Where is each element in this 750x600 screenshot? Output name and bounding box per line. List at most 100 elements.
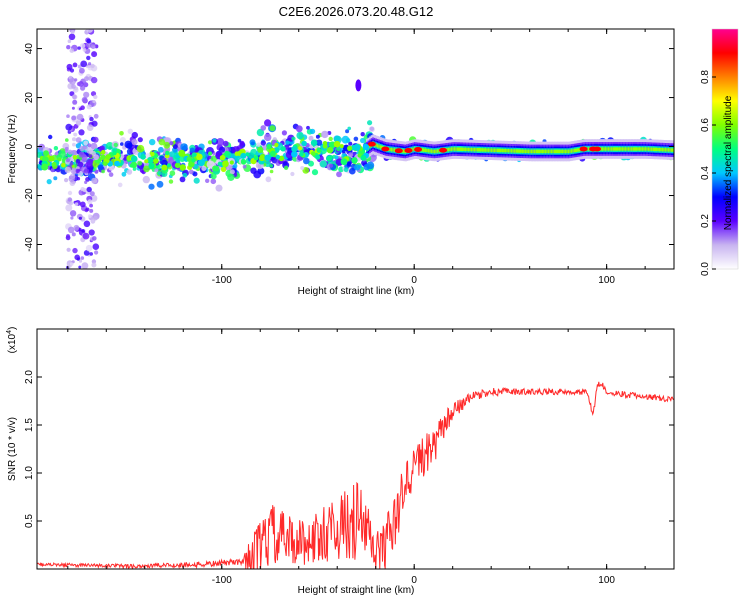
- x-tick-label: 0: [411, 575, 417, 586]
- spectrogram-cell: [376, 144, 380, 148]
- spectrogram-cell: [216, 138, 225, 146]
- spectrogram-cell: [349, 167, 356, 175]
- spectrogram-cell: [291, 151, 298, 158]
- spectrogram-cell: [86, 29, 94, 33]
- spectrogram-cell: [81, 96, 88, 103]
- spectrogram-cell: [621, 147, 624, 151]
- spectrogram-cell: [663, 148, 666, 152]
- spectrogram-cell: [67, 226, 75, 234]
- spectrogram-cell: [169, 141, 174, 146]
- spectrogram-cell: [227, 173, 235, 181]
- spectrogram-cell: [120, 142, 124, 146]
- spectrogram-cell: [83, 140, 89, 146]
- spectrogram-cell: [72, 94, 78, 100]
- spectrogram-cell: [649, 147, 652, 151]
- spectrogram-cell: [91, 76, 98, 84]
- spectrogram-cell: [205, 178, 210, 183]
- spectrogram-cell: [461, 147, 464, 151]
- spectrogram-cell: [301, 140, 307, 147]
- spectrogram-cell: [87, 199, 93, 205]
- spectrogram-cell: [163, 141, 171, 149]
- spectrogram-xlabel: Height of straight line (km): [298, 286, 415, 297]
- spectrogram-cell: [353, 136, 359, 142]
- spectrogram-cell: [189, 147, 196, 154]
- spectrogram-ylabel: Frequency (Hz): [7, 115, 18, 184]
- spectrogram-cell: [269, 169, 274, 174]
- spectrogram-cell: [57, 157, 62, 162]
- spectrogram-cell: [69, 48, 75, 53]
- spectrogram-cell: [71, 232, 76, 237]
- colorbar-tick-label: 0.8: [700, 70, 711, 84]
- spectrogram-cell: [601, 147, 604, 151]
- spectrogram-cell: [429, 149, 432, 153]
- spectrogram-cell: [610, 147, 614, 151]
- spectrogram-cell: [577, 148, 580, 152]
- spectrogram-cell: [215, 184, 223, 192]
- spectrogram-cell: [234, 151, 240, 156]
- spectrogram-cell: [87, 214, 92, 219]
- spectrogram-cell: [607, 147, 610, 151]
- spectrogram-cell: [481, 148, 484, 152]
- spectrogram-cell: [535, 149, 538, 154]
- spectrogram-cell: [83, 250, 90, 256]
- spectrogram-cell: [53, 146, 59, 151]
- spectrogram-cell: [669, 148, 672, 152]
- spectrogram-cell: [614, 147, 617, 151]
- spectrogram-cell: [43, 150, 49, 157]
- spectrogram-cell: [390, 148, 393, 152]
- x-tick-label: 100: [598, 575, 615, 586]
- spectrogram-cell: [426, 148, 429, 153]
- spectrogram-cell: [557, 149, 560, 154]
- spectrogram-cell: [94, 250, 99, 255]
- spectrogram-cell: [66, 63, 73, 70]
- spectrogram-cell: [86, 124, 94, 131]
- spectrogram-cell: [250, 167, 257, 174]
- spectrogram-cell: [503, 148, 506, 153]
- spectrogram-cell: [343, 167, 349, 173]
- spectrogram-cell: [530, 149, 533, 154]
- spectrogram-cell: [65, 123, 73, 131]
- spectrogram-cell: [66, 114, 70, 118]
- y-tick-label: -20: [24, 188, 35, 203]
- spectrogram-cell: [256, 142, 261, 147]
- spectrogram-cell: [550, 149, 553, 154]
- spectrogram-cell: [179, 164, 186, 171]
- spectrogram-cell: [212, 138, 217, 143]
- spectrogram-cell: [638, 147, 641, 151]
- spectrogram-cell: [67, 190, 73, 196]
- spectrogram-cell: [521, 149, 524, 153]
- spectrogram-cell: [74, 254, 80, 261]
- spectrogram-cell: [641, 147, 644, 151]
- spectrogram-cell: [512, 149, 515, 153]
- spectrogram-cell: [146, 156, 154, 164]
- spectrogram-cell: [79, 67, 85, 74]
- spectrogram-cell: [533, 149, 537, 154]
- spectrogram-cell: [64, 178, 69, 183]
- spectrogram-cell: [527, 149, 530, 154]
- spectrogram-cell: [492, 148, 495, 152]
- spectrogram-cell: [149, 138, 156, 146]
- spectrogram-cell: [375, 143, 378, 147]
- spectrogram-cell: [579, 146, 588, 152]
- spectrogram-cell: [322, 141, 328, 146]
- spectrogram-cell: [436, 149, 440, 153]
- spectrogram-cell: [341, 149, 346, 154]
- spectrogram-cell: [79, 201, 86, 208]
- spectrogram-cell: [90, 142, 98, 150]
- spectrogram-cell: [260, 140, 266, 146]
- spectrogram-cell: [68, 33, 76, 41]
- spectrogram-cell: [475, 148, 478, 152]
- spectrogram-cell: [70, 216, 74, 220]
- spectrogram-cell: [360, 155, 367, 161]
- spectrogram-cell: [90, 63, 95, 68]
- spectrogram-cell: [70, 167, 78, 175]
- spectrogram-cell: [458, 147, 461, 151]
- spectrogram-cell: [72, 99, 78, 105]
- spectrogram-cell: [652, 147, 655, 151]
- spectrogram-cell: [91, 262, 97, 268]
- spectrogram-cell: [158, 146, 164, 153]
- spectrogram-cell: [524, 149, 527, 153]
- spectrogram-cell: [646, 147, 649, 151]
- spectrogram-cell: [274, 142, 279, 148]
- spectrogram-cell: [260, 125, 267, 131]
